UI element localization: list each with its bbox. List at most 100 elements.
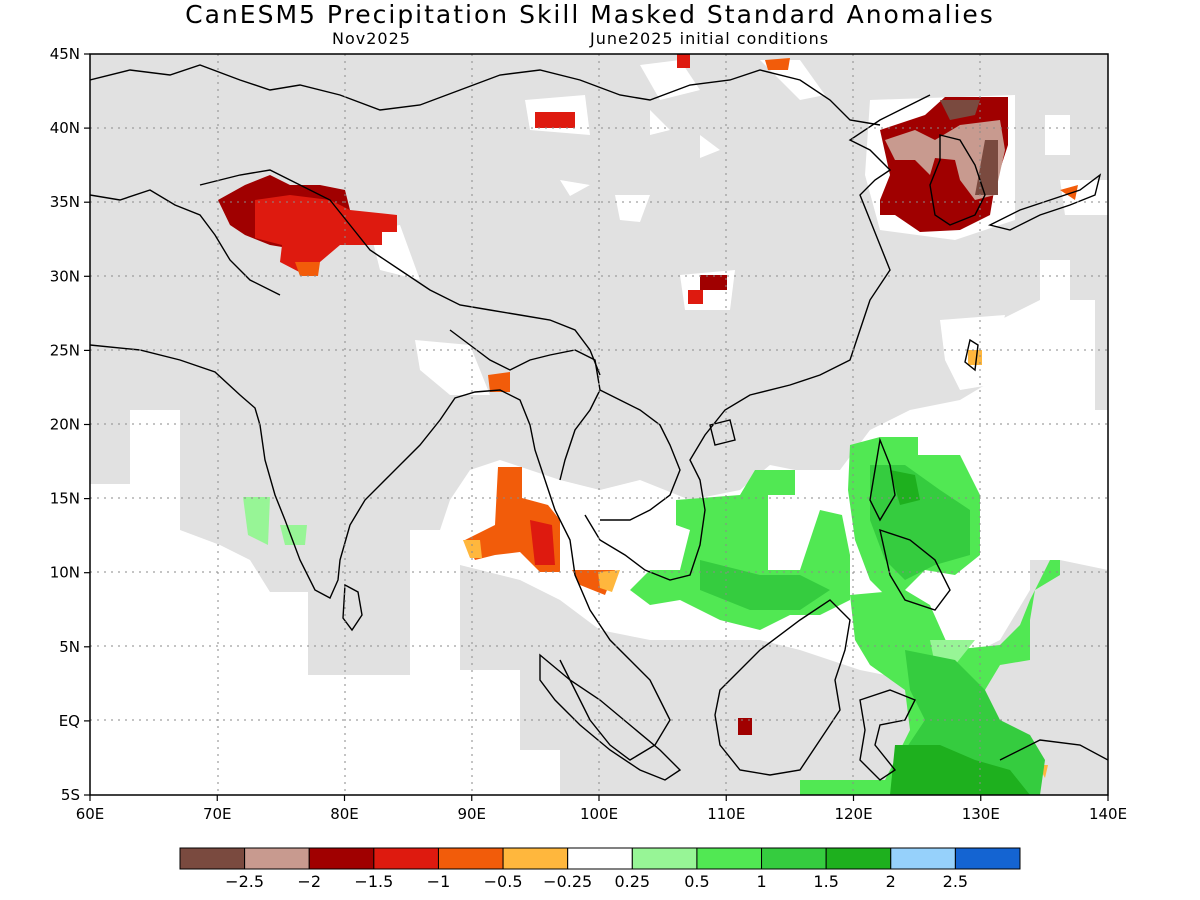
indochina-coast [584,94,931,581]
y-tick-label: 35N [50,193,80,211]
taiwan-coast [964,338,979,372]
y-tick-label: 5S [61,786,80,804]
anomaly-japan-patch [1060,185,1078,200]
y-tick-label: 20N [50,416,80,434]
coastlines [90,64,1108,781]
y-tick-label: 45N [50,45,80,63]
y-axis: 45N 40N 35N 30N 25N 20N 15N 10N 5N EQ 5S [50,45,90,804]
colorbar-label: 2.5 [943,872,968,891]
colorbar: −2.5 −2 −1.5 −1 −0.5 −0.25 0.25 0.5 1 1.5 2 2.5 [179,847,1021,891]
borneo-coast [714,599,851,776]
x-tick-label: 80E [330,805,359,823]
colorbar-label: −0.25 [543,872,592,891]
masked-gap [1045,115,1070,155]
colorbar-swatch [761,847,827,870]
anomaly-pakistan [255,195,397,275]
colorbar-swatch [825,847,892,870]
x-tick-label: 100E [580,805,618,823]
india-coast [90,344,546,599]
sumatra-coast [539,653,682,781]
colorbar-label: −0.5 [484,872,523,891]
anomaly-india-west [280,525,307,545]
colorbar-label: 1.5 [813,872,838,891]
x-tick-label: 60E [76,805,105,823]
colorbar-swatch [890,847,956,870]
x-tick-label: 90E [457,805,486,823]
y-tick-label: 15N [50,490,80,508]
anomaly-korea-light [885,120,1005,200]
anomaly-gulf-thailand-edge [598,570,620,592]
anomaly-andaman-edge [463,540,482,558]
anomaly-korea-darkest [940,100,980,120]
colorbar-swatch [244,847,310,870]
colorbar-swatch [437,847,504,870]
china-interior-border [90,64,881,126]
anomaly-china-patch [700,275,727,290]
colorbar-label: −1 [427,872,451,891]
colorbar-label: −2 [297,872,321,891]
x-tick-label: 120E [834,805,872,823]
masked-gap [560,180,590,196]
sea-coast [544,479,671,761]
anomaly-bengal-patch [488,372,510,392]
colorbar-label: −1.5 [354,872,393,891]
masked-gap [1060,180,1108,215]
x-axis: 60E 70E 80E 90E 100E 110E 120E 130E 140E [76,795,1127,823]
valid-month: Nov2025 [332,29,411,48]
colorbar-swatch [567,847,633,870]
y-tick-label: 25N [50,341,80,359]
anomaly-philippines-max [890,470,920,505]
hainan-coast [709,419,736,446]
korea-coast [929,134,986,226]
anomaly-north-patch [765,58,790,70]
colorbar-swatch [696,847,763,870]
himalaya-border [199,169,601,376]
masked-gap [370,225,420,280]
visayas-coast [879,528,951,611]
colorbar-label: −2.5 [225,872,264,891]
colorbar-label: 1 [756,872,766,891]
colorbar-label: 2 [886,872,896,891]
colorbar-label: 0.25 [614,872,650,891]
gridlines [90,54,1108,795]
colorbar-swatch [954,847,1021,870]
anomaly-pakistan-edge [295,262,320,276]
anomaly-taiwan-patch [968,350,982,365]
x-tick-label: 130E [962,805,1000,823]
anomaly-china-patch [688,290,703,304]
sulawesi-coast [859,689,916,781]
masked-gap [700,135,720,158]
anomaly-andaman-core [530,520,555,565]
masked-region-east [1040,620,1108,705]
map-title: CanESM5 Precipitation Skill Masked Stand… [185,0,995,29]
colorbar-label: 0.5 [684,872,709,891]
indochina-border [599,389,681,521]
y-tick-label: 10N [50,564,80,582]
masked-gap [640,60,700,100]
anomaly-mongolia-patch [535,112,575,128]
y-tick-label: 30N [50,267,80,285]
anomaly-celebes-max [890,745,1030,795]
colorbar-swatch [373,847,439,870]
srilanka-coast [342,583,363,632]
init-conditions: June2025 initial conditions [590,29,830,48]
anomaly-india-west [243,497,270,545]
newguinea-coast [999,739,1108,761]
japan-coast [987,173,1102,231]
anomaly-north-patch [677,54,690,68]
y-tick-label: 40N [50,119,80,137]
colorbar-swatch [179,847,246,870]
y-tick-label: 5N [59,638,80,656]
colorbar-swatch [631,847,698,870]
masked-gap [650,110,670,135]
colorbar-swatch [308,847,375,870]
masked-gap [415,340,490,395]
x-tick-label: 140E [1089,805,1127,823]
x-tick-label: 110E [707,805,745,823]
luzon-coast [869,437,896,522]
y-tick-label: EQ [59,712,80,730]
x-tick-label: 70E [203,805,232,823]
colorbar-swatch [502,847,569,870]
afghan-border [90,189,281,296]
